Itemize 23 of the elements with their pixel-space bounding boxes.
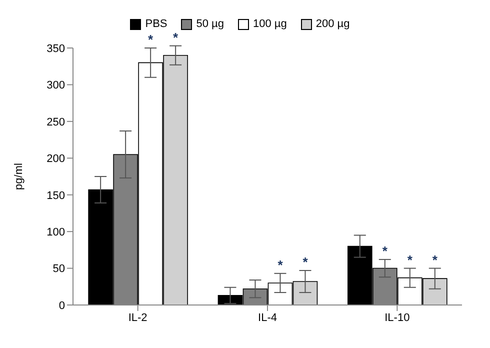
legend-label: 100 µg	[253, 18, 287, 30]
y-tick-label: 0	[58, 300, 65, 312]
data-label: *	[407, 252, 414, 268]
x-tick-label: IL-2	[128, 312, 148, 324]
y-tick-label: 350	[46, 42, 65, 55]
x-tick-label: IL-10	[384, 312, 410, 324]
y-tick-label: 250	[46, 116, 65, 128]
y-tick-label: 100	[46, 226, 65, 238]
legend-label: PBS	[145, 18, 168, 30]
x-tick-label: IL-4	[258, 312, 277, 324]
y-tick-label: 300	[46, 80, 65, 92]
y-tick-label: 50	[52, 263, 65, 276]
data-label: *	[173, 30, 180, 45]
y-tick-label: 150	[46, 190, 65, 202]
data-label: *	[302, 254, 309, 270]
legend-label: 200 µg	[316, 18, 350, 30]
data-label: *	[148, 32, 154, 47]
legend-label: 50 µg	[196, 18, 224, 30]
data-label: *	[278, 257, 284, 272]
data-label: *	[382, 243, 388, 258]
y-axis-title: pg/ml	[12, 163, 25, 190]
y-tick-label: 200	[46, 153, 65, 166]
data-label: *	[432, 252, 438, 268]
